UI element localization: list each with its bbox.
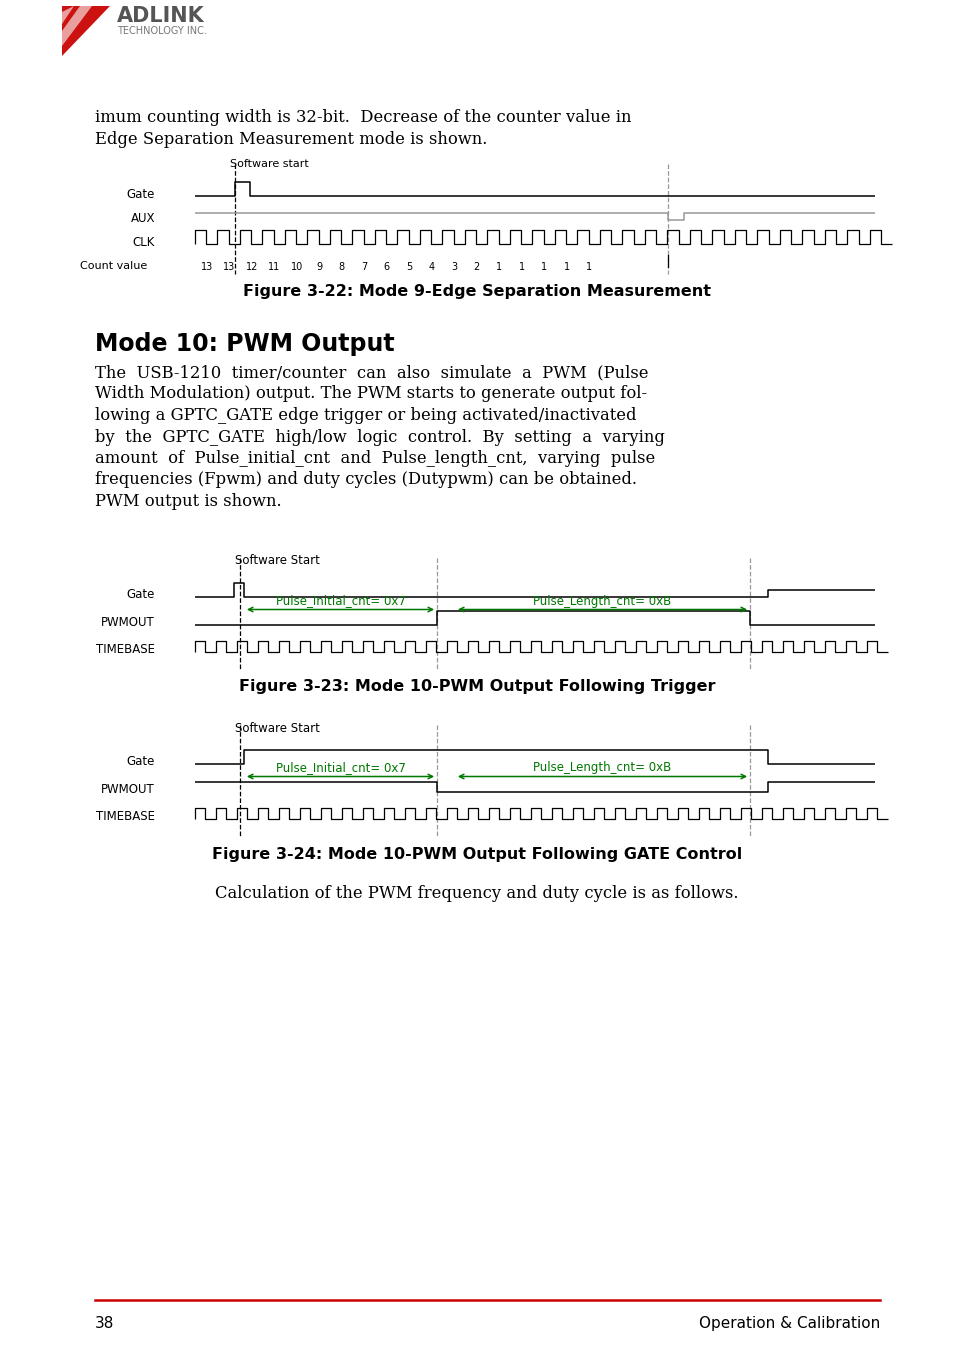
- Text: Figure 3-22: Mode 9-Edge Separation Measurement: Figure 3-22: Mode 9-Edge Separation Meas…: [243, 284, 710, 299]
- Text: CLK: CLK: [132, 235, 154, 249]
- Text: PWMOUT: PWMOUT: [101, 617, 154, 629]
- Text: 8: 8: [338, 262, 344, 272]
- Text: Count value: Count value: [80, 261, 147, 270]
- Text: frequencies (Fpwm) and duty cycles (Dutypwm) can be obtained.: frequencies (Fpwm) and duty cycles (Duty…: [95, 472, 637, 488]
- Text: lowing a GPTC_GATE edge trigger or being activated/inactivated: lowing a GPTC_GATE edge trigger or being…: [95, 407, 636, 425]
- Text: TECHNOLOGY INC.: TECHNOLOGY INC.: [117, 26, 207, 37]
- Text: 1: 1: [585, 262, 592, 272]
- Text: 13: 13: [223, 262, 235, 272]
- Text: Pulse_Initial_cnt= 0x7: Pulse_Initial_cnt= 0x7: [275, 595, 405, 607]
- Text: ADLINK: ADLINK: [117, 5, 205, 26]
- Text: Gate: Gate: [127, 588, 154, 602]
- Text: Gate: Gate: [127, 188, 154, 200]
- Text: PWMOUT: PWMOUT: [101, 783, 154, 796]
- Text: 9: 9: [315, 262, 322, 272]
- Text: Mode 10: PWM Output: Mode 10: PWM Output: [95, 333, 395, 356]
- Text: Pulse_Length_cnt= 0xB: Pulse_Length_cnt= 0xB: [533, 761, 671, 775]
- Text: by  the  GPTC_GATE  high/low  logic  control.  By  setting  a  varying: by the GPTC_GATE high/low logic control.…: [95, 429, 664, 446]
- Text: Calculation of the PWM frequency and duty cycle is as follows.: Calculation of the PWM frequency and dut…: [215, 884, 738, 902]
- Text: 7: 7: [361, 262, 367, 272]
- Polygon shape: [62, 5, 91, 46]
- Text: Pulse_Initial_cnt= 0x7: Pulse_Initial_cnt= 0x7: [275, 761, 405, 775]
- Text: imum counting width is 32-bit.  Decrease of the counter value in: imum counting width is 32-bit. Decrease …: [95, 110, 631, 126]
- Text: Software start: Software start: [230, 160, 309, 169]
- Polygon shape: [62, 5, 110, 55]
- Text: AUX: AUX: [131, 211, 154, 224]
- Text: 1: 1: [540, 262, 547, 272]
- Text: 38: 38: [95, 1315, 114, 1330]
- Text: Gate: Gate: [127, 754, 154, 768]
- Text: 12: 12: [245, 262, 257, 272]
- Text: 1: 1: [563, 262, 569, 272]
- Text: Width Modulation) output. The PWM starts to generate output fol-: Width Modulation) output. The PWM starts…: [95, 385, 646, 403]
- Text: 5: 5: [406, 262, 412, 272]
- Text: The  USB-1210  timer/counter  can  also  simulate  a  PWM  (Pulse: The USB-1210 timer/counter can also simu…: [95, 364, 648, 381]
- Text: 1: 1: [496, 262, 502, 272]
- Polygon shape: [62, 5, 74, 24]
- Text: 6: 6: [383, 262, 390, 272]
- Text: 1: 1: [518, 262, 524, 272]
- Text: 3: 3: [451, 262, 456, 272]
- Text: Figure 3-23: Mode 10-PWM Output Following Trigger: Figure 3-23: Mode 10-PWM Output Followin…: [238, 680, 715, 695]
- Text: Software Start: Software Start: [234, 722, 319, 734]
- Text: 2: 2: [473, 262, 479, 272]
- Text: 10: 10: [291, 262, 302, 272]
- Text: PWM output is shown.: PWM output is shown.: [95, 493, 281, 510]
- Text: TIMEBASE: TIMEBASE: [96, 644, 154, 656]
- Text: amount  of  Pulse_initial_cnt  and  Pulse_length_cnt,  varying  pulse: amount of Pulse_initial_cnt and Pulse_le…: [95, 450, 655, 466]
- Text: Figure 3-24: Mode 10-PWM Output Following GATE Control: Figure 3-24: Mode 10-PWM Output Followin…: [212, 846, 741, 861]
- Text: Pulse_Length_cnt= 0xB: Pulse_Length_cnt= 0xB: [533, 595, 671, 607]
- Text: 4: 4: [428, 262, 435, 272]
- Text: Edge Separation Measurement mode is shown.: Edge Separation Measurement mode is show…: [95, 131, 487, 147]
- Text: 11: 11: [268, 262, 280, 272]
- Text: 13: 13: [200, 262, 213, 272]
- Text: Software Start: Software Start: [234, 554, 319, 568]
- Text: TIMEBASE: TIMEBASE: [96, 810, 154, 823]
- Text: Operation & Calibration: Operation & Calibration: [698, 1315, 879, 1330]
